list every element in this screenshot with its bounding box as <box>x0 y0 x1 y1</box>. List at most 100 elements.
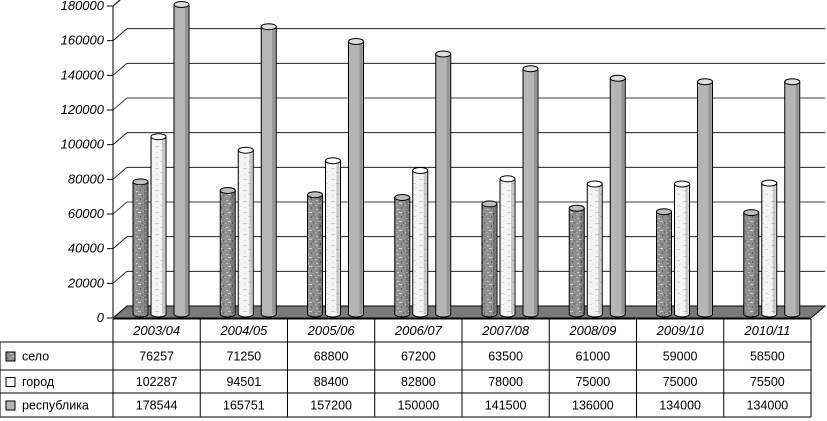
bar <box>260 26 277 318</box>
y-tick-label: 20000 <box>67 275 105 290</box>
bar-cap <box>784 78 801 86</box>
gridline <box>112 62 825 76</box>
x-category-label: 2007/08 <box>481 323 530 338</box>
bar-shade <box>336 160 340 314</box>
bar-cap <box>325 157 341 165</box>
bar-shade <box>795 81 799 314</box>
legend-swatch <box>5 377 16 387</box>
data-label: 136000 <box>572 399 614 413</box>
data-label: 157200 <box>310 399 352 413</box>
bar-cap <box>609 74 626 82</box>
bar <box>674 183 690 318</box>
bar <box>761 182 778 318</box>
y-tick-label: 100000 <box>61 137 105 152</box>
bar-shade <box>685 184 689 314</box>
bar-shade <box>534 68 537 314</box>
data-label: 68800 <box>314 350 349 364</box>
gridline <box>112 97 825 111</box>
y-tick-label: 40000 <box>68 241 105 256</box>
legend-label: республика <box>22 399 89 413</box>
bar-cap <box>132 178 149 186</box>
bar-cap <box>761 179 778 187</box>
bar-shade <box>511 178 514 314</box>
bar <box>237 149 254 318</box>
bar-cap <box>522 65 539 73</box>
bar <box>743 212 760 318</box>
bar-shade <box>359 41 363 315</box>
bar <box>307 194 323 318</box>
y-tick-label: 0 <box>97 310 105 325</box>
data-label: 78000 <box>488 375 523 389</box>
bar <box>219 190 236 318</box>
data-label: 58500 <box>750 350 785 364</box>
bar <box>435 53 452 318</box>
data-label: 76257 <box>139 350 174 364</box>
bar <box>173 4 190 318</box>
y-tick-label: 140000 <box>61 67 105 82</box>
bar-shade <box>231 190 235 314</box>
data-label: 61000 <box>575 350 610 364</box>
bar-cap <box>568 204 585 212</box>
bar-cap <box>743 209 760 217</box>
bar <box>609 77 626 318</box>
bar-shade <box>708 81 712 314</box>
bar-cap <box>674 180 690 188</box>
bar-shade <box>493 203 496 314</box>
gridlines <box>112 0 825 284</box>
bar-shade <box>446 54 450 314</box>
bar-shade <box>667 211 671 314</box>
bar-cap <box>150 133 167 141</box>
bar <box>325 160 341 318</box>
bar-shade <box>185 4 188 314</box>
data-label: 94501 <box>226 375 261 389</box>
data-label: 150000 <box>398 399 440 413</box>
bar-shade <box>272 26 276 314</box>
gridline <box>112 166 825 180</box>
bar <box>348 41 364 318</box>
bar-cap <box>237 146 254 154</box>
x-category-label: 2004/05 <box>219 323 268 338</box>
data-label: 71250 <box>226 350 261 364</box>
data-label: 82800 <box>401 375 436 389</box>
data-label: 59000 <box>663 350 698 364</box>
gridline <box>112 28 825 41</box>
x-category-label: 2006/07 <box>394 323 443 338</box>
data-label: 134000 <box>659 399 701 413</box>
x-category-label: 2009/10 <box>656 323 705 338</box>
bar <box>132 181 149 318</box>
bar-shade <box>423 170 427 314</box>
bar <box>784 81 801 318</box>
bar-shade <box>580 208 584 314</box>
bar-cap <box>348 38 364 46</box>
gridline <box>112 0 121 7</box>
y-tick-label: 180000 <box>61 0 105 13</box>
bar-cap <box>394 194 411 202</box>
data-label: 102287 <box>136 375 178 389</box>
bar-shade <box>144 181 147 314</box>
legend-label: село <box>22 350 49 364</box>
floor-surface <box>111 305 827 319</box>
bar-cap <box>499 175 516 183</box>
x-category-label: 2008/09 <box>568 323 616 338</box>
legend-swatch <box>5 351 16 362</box>
bar-shade <box>249 150 253 314</box>
bar <box>150 136 167 318</box>
x-category-label: 2005/06 <box>307 323 356 338</box>
bar-cap <box>656 208 672 216</box>
y-tick-label: 80000 <box>68 171 105 186</box>
data-label: 75500 <box>750 375 785 389</box>
data-label: 134000 <box>747 399 789 413</box>
data-label: 141500 <box>485 399 527 413</box>
bar-cap <box>219 187 236 194</box>
bar <box>697 81 713 318</box>
data-label: 75000 <box>663 375 698 389</box>
bar-shade <box>162 136 165 314</box>
y-tick-label: 60000 <box>68 206 105 221</box>
bar <box>499 178 516 318</box>
bars <box>132 1 801 318</box>
data-label: 75000 <box>575 375 610 389</box>
bar-cap <box>586 180 603 188</box>
bar <box>522 68 539 318</box>
plot-frame <box>112 0 121 318</box>
